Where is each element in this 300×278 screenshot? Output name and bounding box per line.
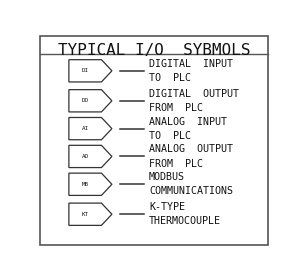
Text: DO: DO [82, 98, 89, 103]
Text: KT: KT [82, 212, 89, 217]
Text: DIGITAL  INPUT: DIGITAL INPUT [149, 59, 233, 69]
Polygon shape [69, 118, 112, 140]
Polygon shape [69, 60, 112, 82]
Polygon shape [69, 145, 112, 168]
Text: ANALOG  INPUT: ANALOG INPUT [149, 116, 227, 126]
Text: K-TYPE: K-TYPE [149, 202, 185, 212]
Text: AO: AO [82, 154, 89, 159]
Text: DI: DI [82, 68, 89, 73]
Text: TO  PLC: TO PLC [149, 131, 191, 141]
Text: MB: MB [82, 182, 89, 187]
Polygon shape [69, 90, 112, 112]
Text: THERMOCOUPLE: THERMOCOUPLE [149, 216, 221, 226]
Text: TO  PLC: TO PLC [149, 73, 191, 83]
Polygon shape [69, 203, 112, 225]
Polygon shape [69, 173, 112, 195]
Text: COMMUNICATIONS: COMMUNICATIONS [149, 186, 233, 196]
Text: MODBUS: MODBUS [149, 172, 185, 182]
Text: ANALOG  OUTPUT: ANALOG OUTPUT [149, 144, 233, 154]
Text: FROM  PLC: FROM PLC [149, 158, 203, 168]
Text: TYPICAL I/O  SYBMOLS: TYPICAL I/O SYBMOLS [58, 43, 250, 58]
Text: DIGITAL  OUTPUT: DIGITAL OUTPUT [149, 89, 239, 99]
Text: AI: AI [82, 126, 89, 131]
Text: FROM  PLC: FROM PLC [149, 103, 203, 113]
